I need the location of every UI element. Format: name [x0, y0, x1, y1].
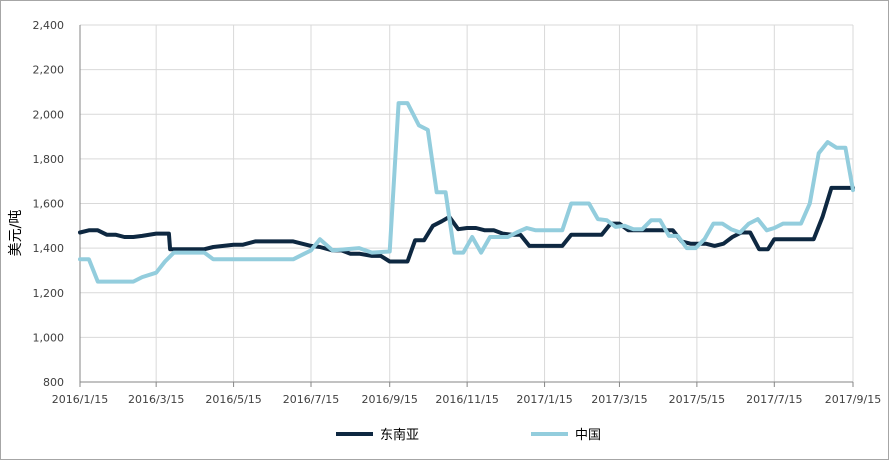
- x-tick-label: 2017/1/15: [516, 393, 572, 406]
- legend-label-1: 东南亚: [380, 427, 419, 443]
- y-tick-label: 1,600: [33, 198, 65, 211]
- axes: [79, 25, 854, 387]
- x-tick-label: 2016/7/15: [283, 393, 339, 406]
- x-tick-labels: 2016/1/15 2016/3/15 2016/5/15 2016/7/15 2016…: [52, 393, 881, 406]
- x-tick-label: 2017/7/15: [746, 393, 802, 406]
- x-tick-label: 2016/9/15: [362, 393, 418, 406]
- legend: 东南亚 中国: [336, 427, 601, 443]
- series-lines: [78, 101, 855, 284]
- y-tick-label: 2,200: [33, 64, 65, 77]
- x-tick-label: 2016/11/15: [435, 393, 498, 406]
- y-tick-label: 1,200: [33, 287, 65, 300]
- y-tick-label: 2,400: [33, 19, 65, 32]
- y-tick-label: 1,800: [33, 153, 65, 166]
- series-line-1: [78, 185, 855, 264]
- x-tick-label: 2016/5/15: [205, 393, 261, 406]
- x-tick-label: 2017/9/15: [825, 393, 881, 406]
- x-tick-label: 2016/3/15: [128, 393, 184, 406]
- gridlines: [80, 24, 854, 382]
- x-tick-label: 2016/1/15: [52, 393, 108, 406]
- series-line-2: [78, 101, 855, 284]
- legend-label-2: 中国: [575, 428, 601, 443]
- x-tick-label: 2017/5/15: [669, 393, 725, 406]
- x-tick-label: 2017/3/15: [591, 393, 647, 406]
- y-tick-label: 2,000: [33, 108, 65, 121]
- y-axis-label: 美元/吨: [8, 210, 24, 257]
- y-tick-label: 1,400: [33, 242, 65, 255]
- y-tick-label: 1,000: [33, 331, 65, 344]
- y-tick-label: 800: [43, 376, 64, 389]
- y-tick-labels: 800 1,000 1,200 1,400 1,600 1,800 2,000 2,200 2,…: [33, 19, 65, 389]
